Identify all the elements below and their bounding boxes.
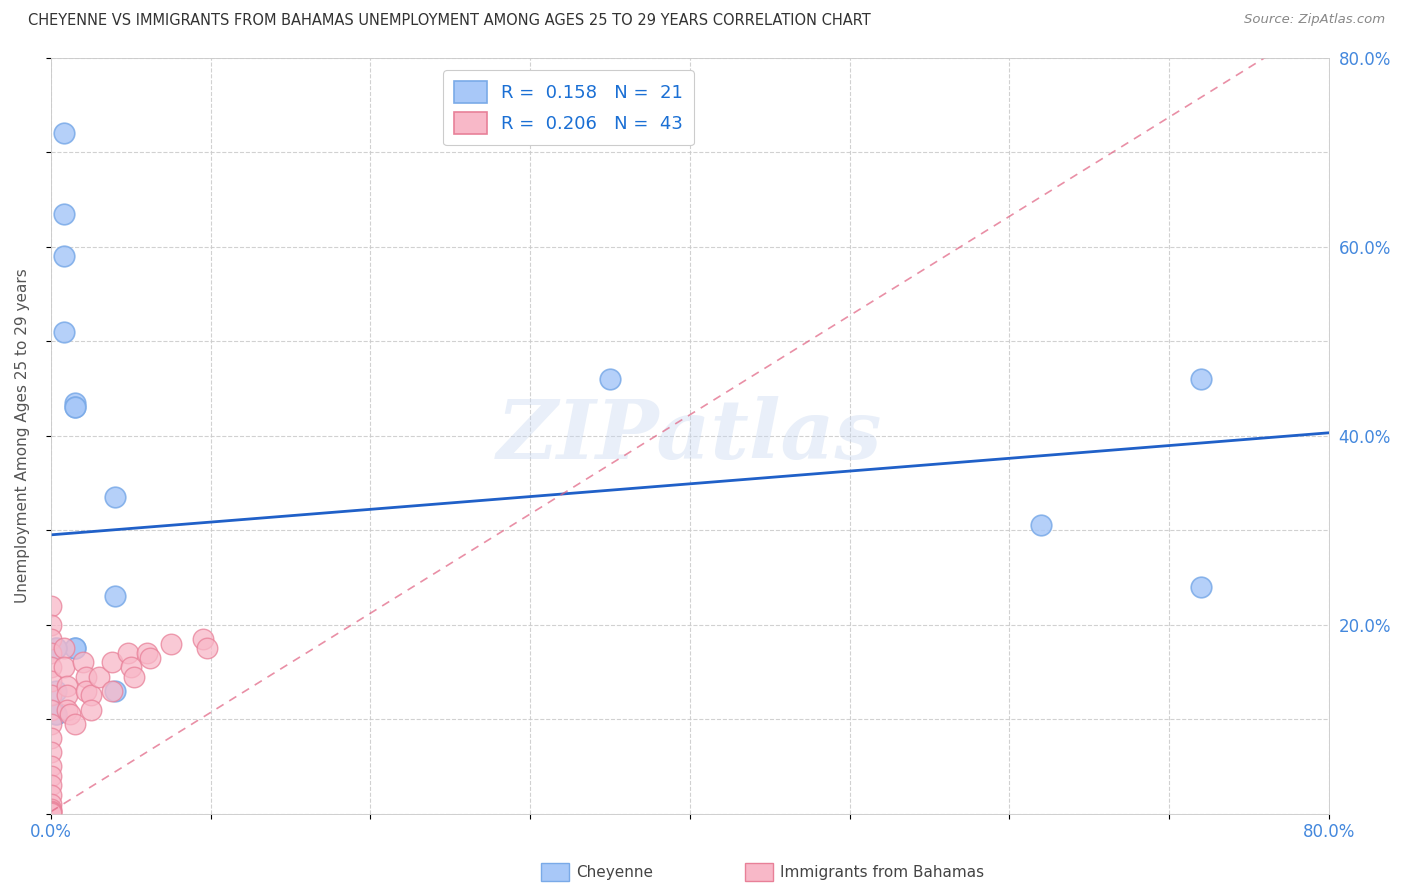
Point	[1031, 518, 1053, 533]
Point	[39, 797, 62, 812]
Point	[52, 126, 75, 140]
Point	[104, 490, 127, 504]
Point	[39, 788, 62, 802]
Point	[63, 716, 86, 731]
Point	[39, 703, 62, 717]
Point	[63, 401, 86, 415]
Point	[39, 632, 62, 646]
Point	[39, 731, 62, 745]
Point	[39, 617, 62, 632]
Point	[104, 683, 127, 698]
Point	[63, 641, 86, 656]
Point	[80, 703, 103, 717]
Point	[45, 683, 67, 698]
Text: Immigrants from Bahamas: Immigrants from Bahamas	[780, 865, 984, 880]
Point	[72, 656, 94, 670]
Point	[45, 641, 67, 656]
Point	[191, 632, 214, 646]
Point	[45, 707, 67, 722]
Point	[39, 599, 62, 613]
Point	[39, 716, 62, 731]
Point	[39, 778, 62, 792]
Point	[52, 325, 75, 339]
Point	[39, 769, 62, 783]
Point	[56, 703, 79, 717]
Point	[39, 646, 62, 660]
Point	[39, 660, 62, 674]
Point	[120, 660, 142, 674]
Point	[39, 689, 62, 703]
Point	[100, 656, 122, 670]
Point	[59, 707, 82, 722]
Point	[63, 395, 86, 409]
Y-axis label: Unemployment Among Ages 25 to 29 years: Unemployment Among Ages 25 to 29 years	[15, 268, 30, 603]
Point	[1189, 580, 1212, 594]
Point	[63, 401, 86, 415]
Point	[45, 641, 67, 656]
Legend: R =  0.158   N =  21, R =  0.206   N =  43: R = 0.158 N = 21, R = 0.206 N = 43	[443, 70, 693, 145]
Point	[63, 641, 86, 656]
Point	[100, 683, 122, 698]
Point	[52, 660, 75, 674]
Text: Source: ZipAtlas.com: Source: ZipAtlas.com	[1244, 13, 1385, 27]
Point	[56, 689, 79, 703]
Point	[52, 249, 75, 263]
Point	[159, 636, 181, 650]
Point	[39, 745, 62, 759]
Point	[39, 802, 62, 816]
Point	[52, 206, 75, 220]
Point	[75, 683, 97, 698]
Point	[39, 759, 62, 773]
Text: Cheyenne: Cheyenne	[576, 865, 654, 880]
Point	[80, 689, 103, 703]
Point	[599, 372, 621, 386]
Point	[104, 589, 127, 603]
Point	[139, 650, 162, 665]
Point	[39, 805, 62, 819]
Point	[56, 679, 79, 693]
Point	[75, 670, 97, 684]
Point	[39, 674, 62, 689]
Point	[39, 804, 62, 818]
Point	[195, 641, 218, 656]
Point	[135, 646, 157, 660]
Text: ZIPatlas: ZIPatlas	[498, 396, 883, 475]
Point	[117, 646, 139, 660]
Point	[45, 707, 67, 722]
Point	[52, 641, 75, 656]
Point	[1189, 372, 1212, 386]
Point	[87, 670, 110, 684]
Point	[122, 670, 145, 684]
Point	[39, 805, 62, 820]
Text: CHEYENNE VS IMMIGRANTS FROM BAHAMAS UNEMPLOYMENT AMONG AGES 25 TO 29 YEARS CORRE: CHEYENNE VS IMMIGRANTS FROM BAHAMAS UNEM…	[28, 13, 870, 29]
